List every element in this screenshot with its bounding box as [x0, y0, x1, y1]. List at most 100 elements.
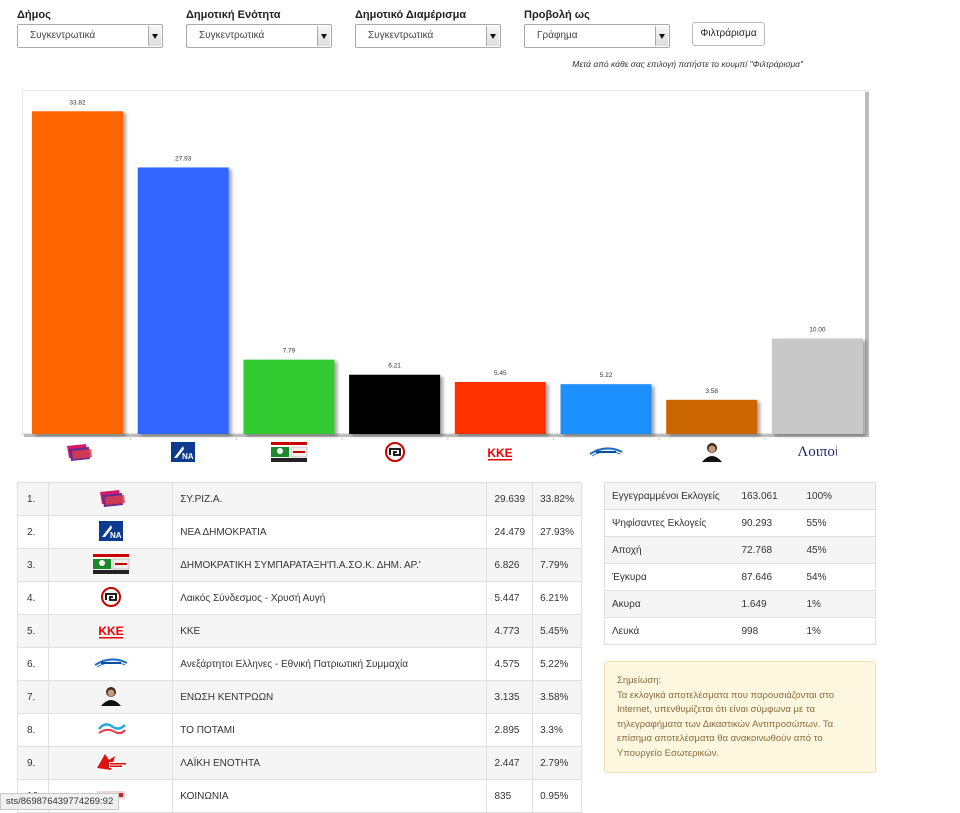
- chart-bar: [349, 374, 441, 434]
- percent-cell: 3.58%: [532, 680, 582, 714]
- note-title: Σημείωση:: [617, 675, 662, 686]
- svg-text:KKE: KKE: [98, 624, 123, 638]
- chart-category-icon: [375, 440, 415, 464]
- percent-cell: 3.3%: [532, 713, 582, 747]
- status-bar: sts/869876439774269:92: [0, 793, 120, 810]
- svg-text:KKE: KKE: [488, 446, 513, 460]
- stat-value: 90.293: [734, 509, 800, 537]
- percent-cell: 7.79%: [532, 548, 582, 582]
- table-row: 1. ΣΥ.ΡΙΖ.Α. 29.639 33.82%: [17, 482, 582, 516]
- table-row: 7. ΕΝΩΣΗ ΚΕΝΤΡΩΩΝ 3.135 3.58%: [17, 680, 582, 714]
- chart-value-label: 3.58: [705, 388, 718, 395]
- percent-cell: 0.95%: [532, 779, 582, 813]
- rank-cell: 4.: [17, 581, 49, 615]
- select-value: Συγκεντρωτικά: [199, 30, 265, 41]
- note-box: Σημείωση: Τα εκλογικά αποτελέσματα που π…: [604, 661, 876, 773]
- percent-cell: 2.79%: [532, 746, 582, 780]
- party-name-cell: ΛΑΪΚΗ ΕΝΟΤΗΤΑ: [172, 746, 488, 780]
- party-name-cell: ΚΟΙΝΩΝΙΑ: [172, 779, 488, 813]
- votes-cell: 6.826: [486, 548, 534, 582]
- stats-row: Εγγεγραμμένοι Εκλογείς 163.061 100%: [604, 482, 876, 510]
- filter-button[interactable]: Φιλτράρισμα: [692, 22, 765, 46]
- stat-value: 998: [734, 617, 800, 645]
- results-table: 1. ΣΥ.ΡΙΖ.Α. 29.639 33.82% 2. NA ΝΕΑ ΔΗΜ…: [17, 482, 582, 813]
- table-row: 9. ΛΑΪΚΗ ΕΝΟΤΗΤΑ 2.447 2.79%: [17, 746, 582, 780]
- rank-cell: 5.: [17, 614, 49, 648]
- pasok-logo: [47, 548, 174, 582]
- potami-logo: [47, 713, 174, 747]
- table-row: 5. KKE ΚΚΕ 4.773 5.45%: [17, 614, 582, 648]
- chart-frame-shadow: [865, 92, 869, 435]
- chart-category-label: Λοιποί: [797, 444, 838, 460]
- anel-logo: [47, 647, 174, 681]
- party-name-cell: ΤΟ ΠΟΤΑΜΙ: [172, 713, 488, 747]
- stat-value: 1.649: [734, 590, 800, 618]
- table-row: 4. Λαικός Σύνδεσμος - Χρυσή Αυγή 5.447 6…: [17, 581, 582, 615]
- chart-frame-shadow: [24, 434, 869, 437]
- table-row: 2. NA ΝΕΑ ΔΗΜΟΚΡΑΤΙΑ 24.479 27.93%: [17, 515, 582, 549]
- rank-cell: 6.: [17, 647, 49, 681]
- party-name-cell: ΔΗΜΟΚΡΑΤΙΚΗ ΣΥΜΠΑΡΑΤΑΞΗ'Π.Α.ΣΟ.Κ. ΔΗΜ. Α…: [172, 548, 488, 582]
- filter-dimotiki-enotita: Δημοτική Ενότητα Συγκεντρωτικά: [186, 8, 332, 48]
- filter-label: Δημοτική Ενότητα: [186, 9, 281, 21]
- party-name-cell: ΣΥ.ΡΙΖ.Α.: [172, 482, 488, 516]
- filter-diamerisma: Δημοτικό Διαμέρισμα Συγκεντρωτικά: [355, 8, 501, 48]
- chart-bar: [666, 399, 758, 434]
- stats-row: Έγκυρα 87.646 54%: [604, 563, 876, 591]
- chart-value-label: 5.45: [494, 370, 507, 377]
- dimos-select[interactable]: Συγκεντρωτικά: [17, 24, 163, 48]
- view-as-select[interactable]: Γράφημα: [524, 24, 670, 48]
- chart-value-label: 27.93: [175, 155, 192, 162]
- stats-row: Ακυρα 1.649 1%: [604, 590, 876, 618]
- stat-percent: 100%: [799, 482, 876, 510]
- percent-cell: 27.93%: [532, 515, 582, 549]
- percent-cell: 6.21%: [532, 581, 582, 615]
- chevron-down-icon: [317, 26, 330, 46]
- votes-cell: 835: [486, 779, 534, 813]
- party-name-cell: ΝΕΑ ΔΗΜΟΚΡΑΤΙΑ: [172, 515, 488, 549]
- stat-percent: 54%: [799, 563, 876, 591]
- table-row: 6. Ανεξάρτητοι Ελληνες - Εθνική Πατριωτι…: [17, 647, 582, 681]
- stats-table: Εγγεγραμμένοι Εκλογείς 163.061 100% Ψηφί…: [604, 482, 876, 645]
- stat-value: 163.061: [734, 482, 800, 510]
- stat-value: 87.646: [734, 563, 800, 591]
- filter-label: Δημοτικό Διαμέρισμα: [355, 9, 467, 21]
- stat-value: 72.768: [734, 536, 800, 564]
- rank-cell: 9.: [17, 746, 49, 780]
- diamerisma-select[interactable]: Συγκεντρωτικά: [355, 24, 501, 48]
- rank-cell: 3.: [17, 548, 49, 582]
- table-row: 8. ΤΟ ΠΟΤΑΜΙ 2.895 3.3%: [17, 713, 582, 747]
- stat-label: Ακυρα: [604, 590, 735, 618]
- golden-dawn-logo: [47, 581, 174, 615]
- votes-cell: 24.479: [486, 515, 534, 549]
- loipoi-label: Λοιποί: [797, 444, 838, 460]
- rank-cell: 8.: [17, 713, 49, 747]
- percent-cell: 5.22%: [532, 647, 582, 681]
- stats-row: Αποχή 72.768 45%: [604, 536, 876, 564]
- percent-cell: 5.45%: [532, 614, 582, 648]
- stat-label: Έγκυρα: [604, 563, 735, 591]
- votes-cell: 2.895: [486, 713, 534, 747]
- filter-dimos: Δήμος Συγκεντρωτικά: [17, 8, 163, 48]
- chevron-down-icon: [486, 26, 499, 46]
- chart-category-icon: [701, 443, 722, 462]
- party-name-cell: ΕΝΩΣΗ ΚΕΝΤΡΩΩΝ: [172, 680, 488, 714]
- chevron-down-icon: [148, 26, 161, 46]
- chart-bar: [771, 338, 863, 434]
- rank-cell: 1.: [17, 482, 49, 516]
- select-value: Γράφημα: [537, 30, 578, 41]
- chart-bar: [243, 359, 335, 434]
- stat-percent: 1%: [799, 590, 876, 618]
- leader-photo: [47, 680, 174, 714]
- votes-cell: 3.135: [486, 680, 534, 714]
- select-value: Συγκεντρωτικά: [368, 30, 434, 41]
- filter-label: Δήμος: [17, 9, 51, 21]
- chart-bar: [560, 384, 652, 434]
- filter-view-as: Προβολή ως Γράφημα: [524, 8, 670, 48]
- percent-cell: 33.82%: [532, 482, 582, 516]
- filter-hint: Μετά από κάθε σας επιλογή πατήστε το κου…: [572, 59, 803, 69]
- svg-text:NA: NA: [182, 452, 194, 461]
- stat-percent: 55%: [799, 509, 876, 537]
- dimotiki-enotita-select[interactable]: Συγκεντρωτικά: [186, 24, 332, 48]
- laiki-enotita-logo: [47, 746, 174, 780]
